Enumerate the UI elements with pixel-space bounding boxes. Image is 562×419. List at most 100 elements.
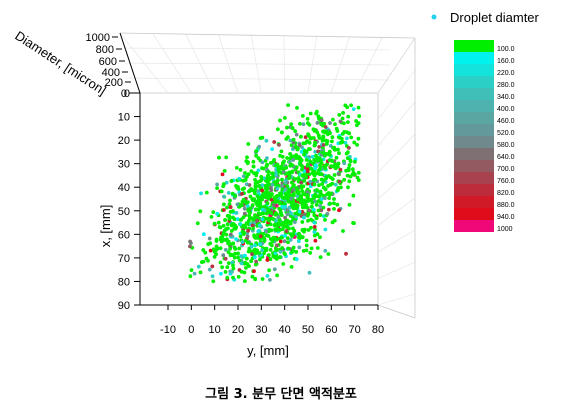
scatter-point	[269, 198, 274, 202]
scatter-point	[253, 213, 257, 218]
scatter-point	[278, 255, 282, 260]
scatter-point	[349, 135, 354, 140]
grid-line-diameter	[124, 77, 391, 81]
scatter-point	[307, 208, 311, 213]
scatter-point	[306, 133, 311, 138]
grid-lines	[119, 32, 416, 306]
scatter-point	[232, 255, 237, 260]
scatter-point	[340, 116, 345, 121]
scatter-point	[328, 191, 333, 196]
scatter-point	[345, 136, 349, 141]
scatter-point	[283, 215, 287, 220]
scatter-point	[319, 118, 324, 123]
scatter-point	[239, 254, 244, 258]
scatter-point	[291, 226, 295, 231]
scatter-point	[280, 246, 285, 250]
scatter-point	[267, 218, 271, 223]
scatter-point	[309, 246, 314, 251]
scatter-point	[290, 163, 295, 168]
scatter-point	[276, 164, 281, 169]
scatter-point	[330, 139, 334, 144]
scatter-point	[238, 222, 243, 226]
scatter-point	[260, 197, 264, 202]
scatter-point	[262, 251, 266, 256]
scatter-point	[310, 154, 315, 159]
scatter-point	[289, 201, 294, 205]
scatter-point	[346, 114, 351, 119]
scatter-point	[353, 159, 357, 164]
scatter-point	[239, 203, 244, 208]
scatter-point	[245, 204, 250, 208]
colorbar-label: 760.0	[497, 178, 515, 185]
scatter-point	[268, 248, 273, 252]
scatter-point	[300, 235, 305, 240]
scatter-point	[225, 214, 230, 218]
scatter-point	[285, 156, 289, 160]
scatter-point	[212, 249, 217, 254]
scatter-point	[301, 205, 305, 210]
scatter-point	[306, 218, 310, 223]
scatter-point	[293, 211, 298, 216]
scatter-point	[318, 213, 323, 217]
scatter-point	[284, 229, 289, 234]
scatter-point	[250, 252, 254, 256]
colorbar-swatch	[454, 184, 494, 196]
scatter-point	[275, 180, 279, 184]
scatter-point	[356, 178, 361, 183]
scatter-point	[276, 167, 281, 172]
scatter-point	[253, 255, 257, 260]
scatter-point	[210, 264, 215, 269]
scatter-point	[324, 129, 329, 134]
scatter-point	[231, 215, 235, 220]
scatter-point	[290, 126, 295, 131]
scatter-point	[333, 122, 337, 127]
scatter-point	[220, 265, 225, 270]
scatter-point	[188, 239, 193, 244]
scatter-point	[299, 196, 304, 201]
scatter-point	[329, 164, 334, 169]
scatter-point	[312, 129, 317, 133]
scatter-point	[283, 192, 288, 196]
scatter-point	[312, 194, 316, 199]
scatter-point	[221, 224, 226, 228]
scatter-point	[321, 205, 326, 210]
scatter-point	[264, 189, 269, 194]
x-tick-label: 50	[118, 206, 130, 218]
scatter-point	[337, 113, 342, 117]
scatter-point	[315, 121, 320, 125]
scatter-point	[297, 245, 302, 250]
scatter-point	[289, 180, 294, 185]
colorbar-swatch	[454, 64, 494, 76]
scatter-point	[342, 177, 347, 182]
frame-back-top	[119, 32, 416, 39]
colorbar-swatch	[454, 112, 494, 124]
scatter-point	[297, 209, 302, 214]
scatter-point	[226, 241, 230, 246]
scatter-point	[296, 197, 300, 202]
colorbar-label: 220.0	[497, 70, 515, 77]
scatter-point	[263, 186, 268, 191]
y-tick-label: -10	[160, 324, 176, 336]
scatter-point	[319, 197, 324, 202]
scatter-point	[253, 199, 258, 204]
scatter-point	[255, 194, 260, 199]
scatter-point	[315, 188, 320, 193]
scatter-point	[238, 234, 243, 239]
scatter-point	[306, 167, 310, 172]
scatter-point	[322, 121, 326, 126]
scatter-point	[237, 246, 242, 251]
scatter-point	[332, 165, 337, 169]
scatter-point	[247, 213, 252, 218]
colorbar-swatch	[454, 76, 494, 88]
scatter-point	[262, 208, 267, 213]
colorbar-swatch	[454, 172, 494, 184]
scatter-point	[285, 236, 290, 241]
scatter-point	[287, 174, 292, 179]
scatter-point	[293, 214, 298, 219]
scatter-point	[313, 149, 318, 154]
scatter-point	[351, 107, 356, 111]
scatter-point	[343, 103, 348, 108]
scatter-point	[225, 275, 230, 280]
scatter-point	[306, 162, 310, 167]
